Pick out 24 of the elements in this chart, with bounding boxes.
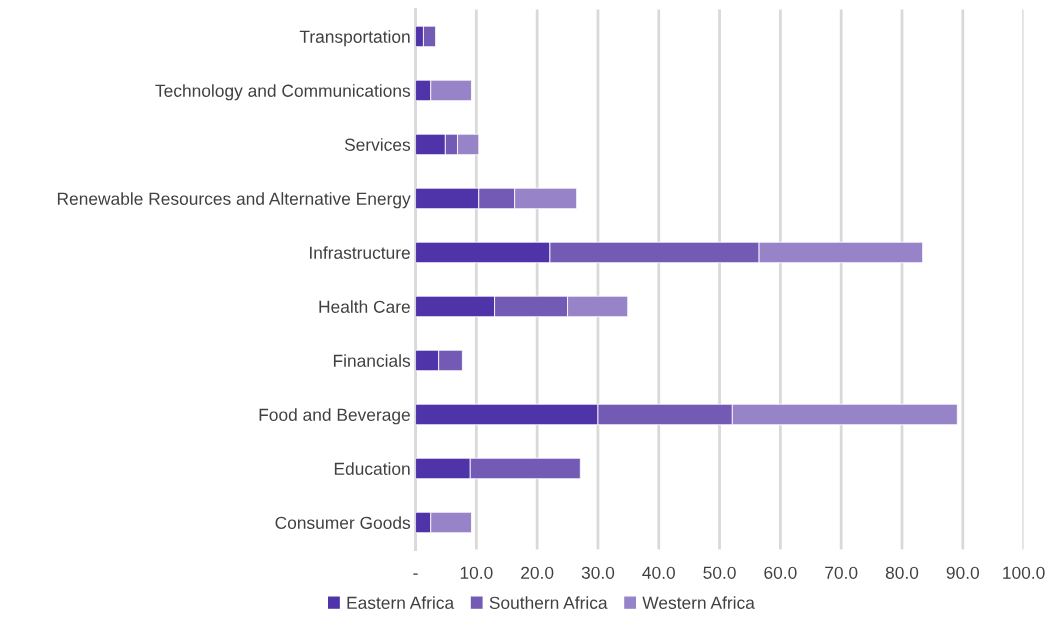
y-tick-label: Services [344,138,411,151]
y-tick-label: Financials [333,354,411,367]
x-tick-label: 50.0 [703,566,736,579]
x-tick-label: 90.0 [946,566,980,579]
x-tick-label: 60.0 [764,566,797,579]
x-tick-label: 30.0 [581,566,615,579]
y-tick-label: Consumer Goods [275,516,411,529]
x-tick-label: 40.0 [642,566,675,579]
y-tick-label: Renewable Resources and Alternative Energy [57,192,411,209]
x-tick-label: 70.0 [825,566,858,579]
x-tick-label: 80.0 [885,566,919,579]
y-tick-label: Health Care [319,300,410,313]
y-tick-label: Infrastructure [310,246,410,259]
legend-label: Eastern Africa [347,596,455,609]
x-tick-label: 20.0 [521,566,554,579]
x-tick-label: - [413,573,418,575]
x-tick-label: 10.0 [460,566,493,579]
legend-label: Western Africa [642,596,755,609]
legend-label: Southern Africa [489,596,608,609]
y-tick-label: Education [334,462,410,475]
y-tick-label: Transportation [299,30,410,47]
y-tick-label: Food and Beverage [259,408,410,425]
x-tick-label: 100.0 [1003,566,1045,579]
y-tick-label: Technology and Communications [155,84,411,101]
